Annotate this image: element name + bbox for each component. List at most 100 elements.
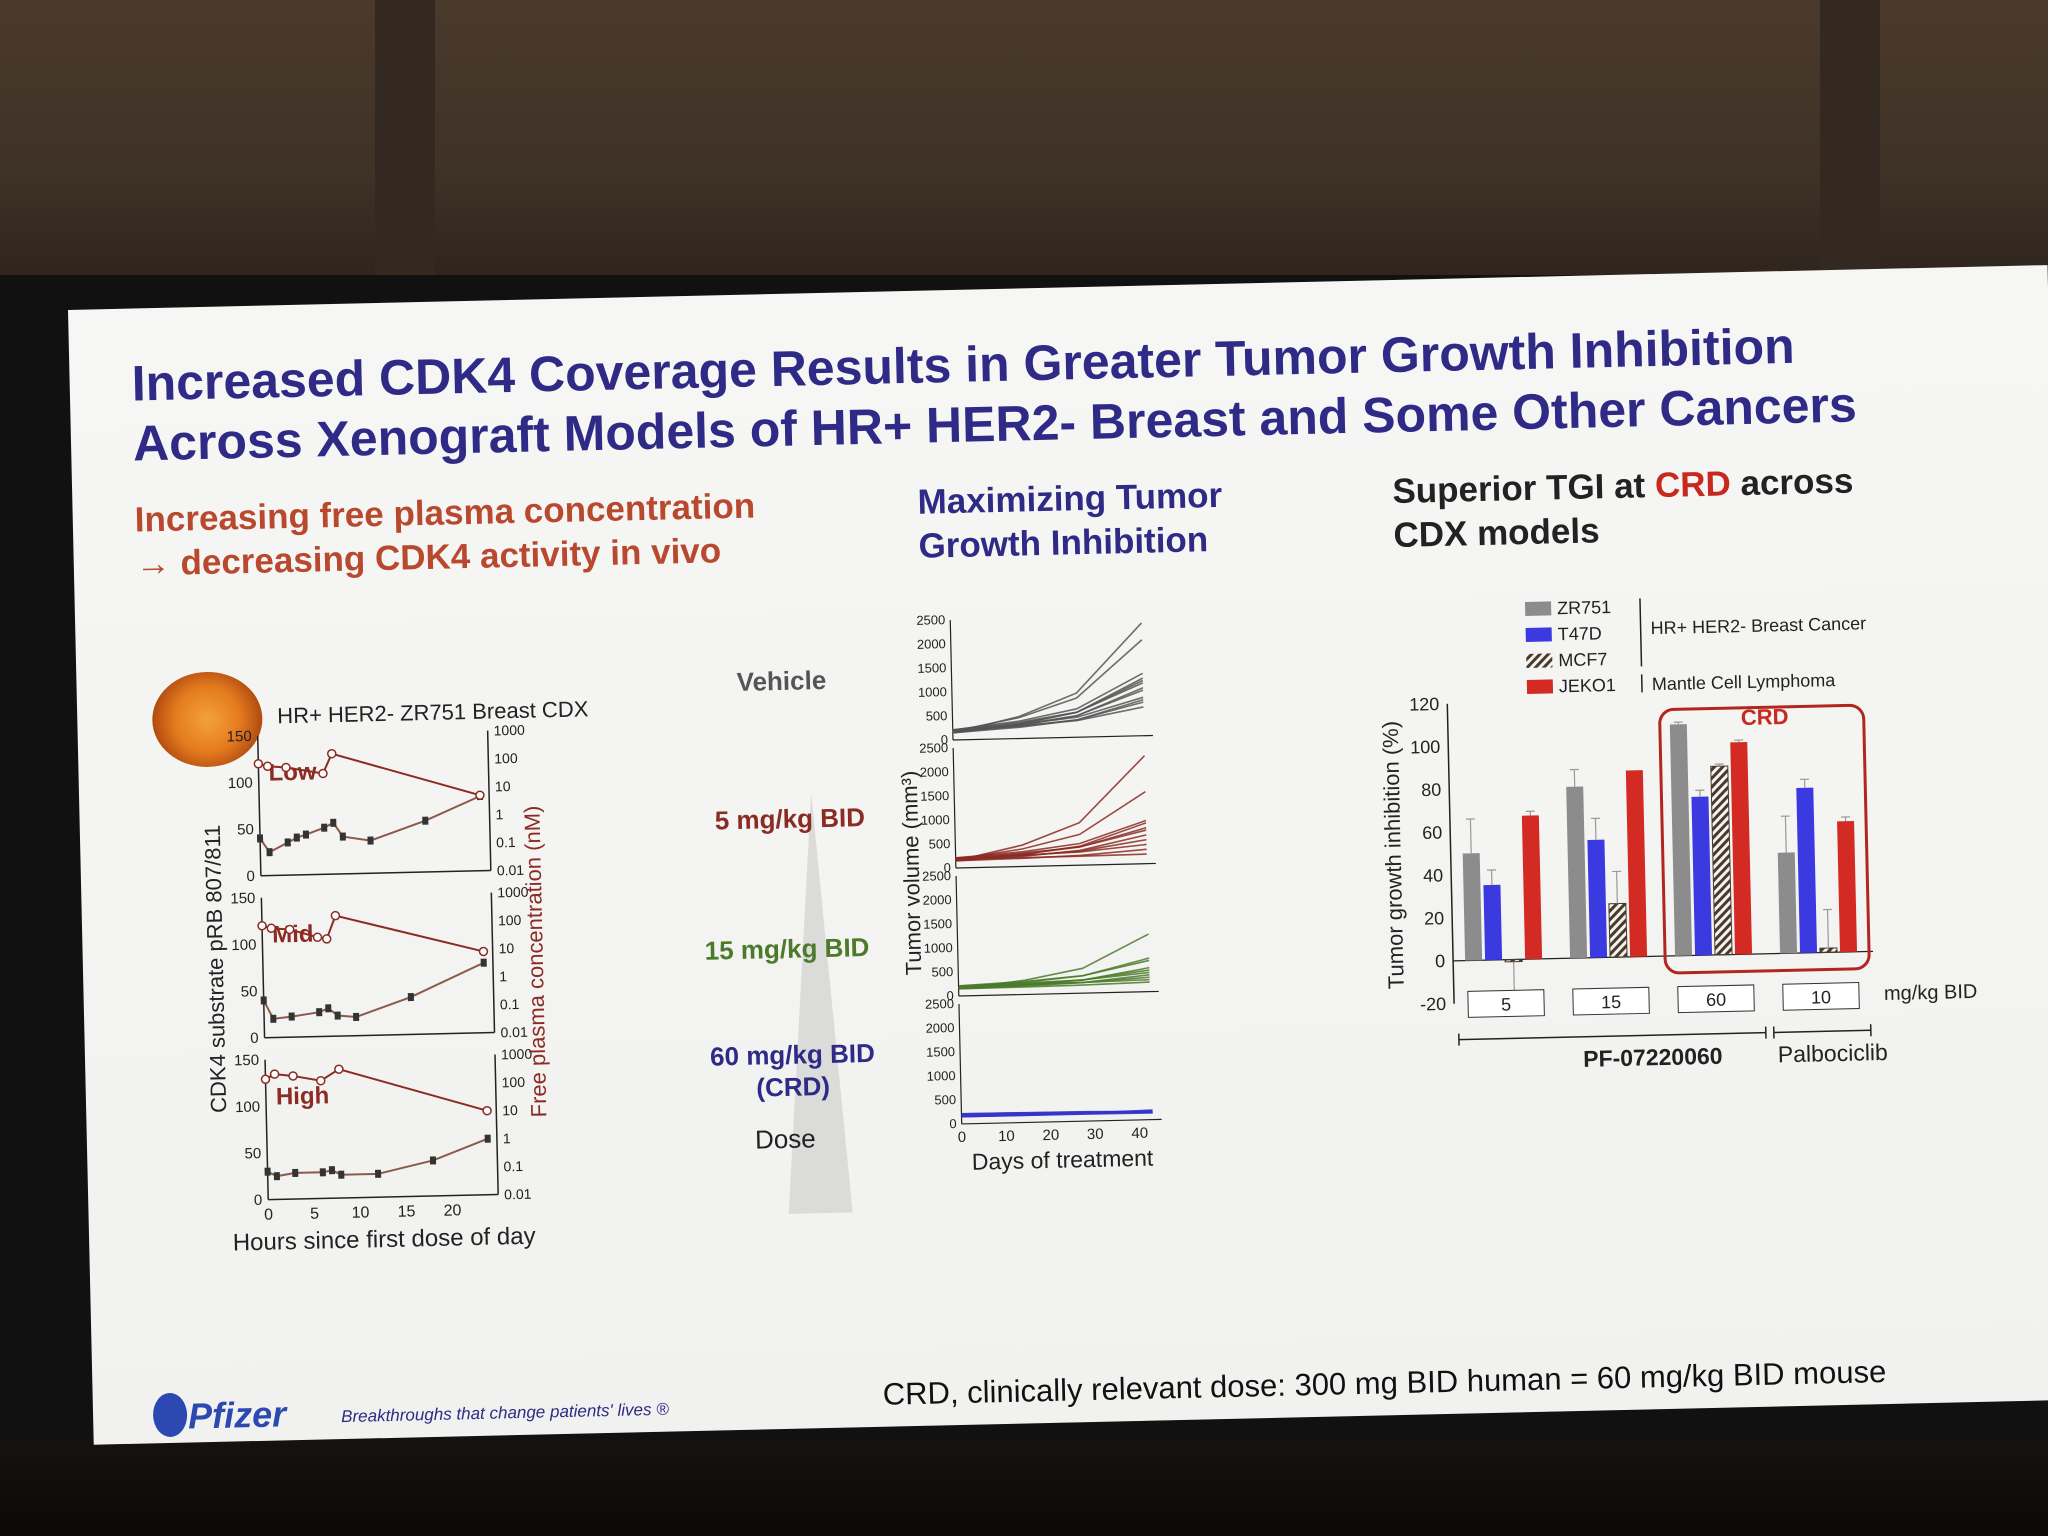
tgi-bar-mcf7: [1710, 765, 1733, 956]
dose-label-60: 60 mg/kg BID (CRD): [710, 1037, 876, 1105]
tumor-x-tick-label: 40: [1131, 1125, 1148, 1142]
tumor-x-axis: [955, 862, 1156, 869]
pkpd-prb-point: [367, 836, 374, 845]
pkpd-x-tick-label: 10: [351, 1204, 369, 1221]
tgi-error-bar: [1513, 961, 1515, 994]
tumor-y-tick-label: 1000: [924, 940, 953, 956]
pkpd-conc-point: [334, 1064, 344, 1074]
tgi-y-tick-label: 20: [1424, 908, 1444, 928]
pkpd-right-tick-label: 1000: [497, 884, 529, 901]
pkpd-prb-point: [484, 1134, 491, 1143]
pkpd-conc-point: [330, 910, 341, 921]
tumor-line-2: [958, 978, 1150, 987]
pkpd-conc-point: [312, 932, 323, 943]
pkpd-prb-point: [480, 958, 487, 967]
pfizer-tagline: Breakthroughs that change patients' live…: [340, 1399, 669, 1427]
tgi-y-tick-label: 0: [1435, 951, 1445, 971]
pkpd-right-tick-label: 0.01: [504, 1186, 532, 1203]
tgi-legend-swatch: [1526, 679, 1554, 694]
room-pillar: [1820, 0, 1880, 290]
room-background: [0, 0, 2048, 300]
tumor-y-tick-label: 2000: [925, 1020, 954, 1036]
tgi-zero-line: [1453, 950, 1874, 962]
pkpd-left-tick-label: 50: [241, 983, 258, 1000]
pkpd-right-tick-label: 100: [501, 1074, 525, 1091]
tumor-y-tick-label: 1000: [927, 1068, 956, 1084]
pkpd-conc-point: [288, 1071, 298, 1081]
tgi-y-tick-label: 120: [1409, 694, 1439, 715]
pkpd-prb-point: [302, 830, 310, 839]
tgi-dose-box: [1467, 989, 1545, 1018]
pkpd-prb-point: [325, 1004, 332, 1013]
pkpd-x-tick-label: 15: [397, 1203, 415, 1220]
pkpd-prb-point: [321, 823, 328, 832]
tumor-y-tick-label: 2500: [916, 612, 945, 628]
tumor-y-tick-label: 2500: [925, 996, 954, 1012]
pkpd-panel-label: Low: [268, 758, 317, 786]
tumor-line-3: [961, 1111, 1153, 1115]
tumor-x-axis: [958, 990, 1159, 997]
tumor-line-0: [952, 706, 1144, 731]
tumor-x-tick-label: 0: [958, 1129, 967, 1146]
tumor-y-tick-label: 0: [946, 988, 954, 1003]
tumor-y-tick-label: 1500: [917, 660, 946, 676]
pkpd-prb-point: [256, 834, 264, 843]
pkpd-prb-point: [260, 996, 267, 1005]
tumor-line-0: [952, 639, 1143, 733]
pkpd-right-tick-label: 10: [495, 778, 511, 794]
pkpd-conc-point: [316, 1075, 326, 1086]
tumor-y-tick-label: 500: [931, 964, 953, 979]
tgi-crd-box: [1658, 703, 1871, 975]
tumor-y-tick-label: 500: [934, 1092, 956, 1107]
pkpd-prb-point: [339, 832, 346, 841]
tgi-bracket-label: PF-07220060: [1583, 1043, 1723, 1072]
pkpd-left-tick-label: 50: [244, 1145, 261, 1162]
mid-subtitle-line1: Maximizing Tumor: [917, 475, 1223, 522]
pkpd-right-tick-label: 0.01: [497, 862, 525, 879]
right-subtitle-part: Superior TGI at: [1392, 466, 1656, 511]
pkpd-right-tick-label: 0.1: [500, 996, 520, 1012]
tgi-bar-mcf7: [1504, 958, 1523, 963]
slide-title: Increased CDK4 Coverage Results in Great…: [131, 311, 2013, 474]
tgi-error-bar: [1784, 816, 1787, 853]
tgi-bar-t47d: [1691, 796, 1713, 956]
tgi-bracket-label: Palbociclib: [1778, 1039, 1889, 1067]
pkpd-prb-point: [293, 833, 300, 842]
tumor-line-1: [955, 791, 1146, 861]
tgi-crd-label: CRD: [1741, 704, 1789, 730]
tgi-legend-label: T47D: [1558, 623, 1602, 644]
pkpd-conc-point: [284, 924, 295, 935]
tumor-volume-chart: 0500100015002000250005001000150020002500…: [897, 612, 1162, 1175]
tgi-dose-box: [1782, 982, 1860, 1011]
tumor-y-tick-label: 2500: [922, 868, 951, 884]
pkpd-x-tick-label: 5: [310, 1206, 319, 1223]
pkpd-x-axis: [264, 1031, 495, 1039]
tgi-unit-label: mg/kg BID: [1884, 981, 1978, 1005]
pkpd-left-tick-label: 0: [250, 1030, 259, 1047]
pkpd-right-axis: [490, 892, 496, 1033]
tumor-y-axis: [952, 748, 957, 869]
tumor-y-tick-label: 0: [943, 860, 951, 875]
pkpd-right-axis: [494, 1054, 499, 1195]
tumor-y-axis: [958, 1003, 963, 1124]
tumor-y-axis: [949, 620, 954, 741]
tumor-x-axis: [961, 1118, 1162, 1125]
pkpd-right-tick-label: 1: [503, 1130, 511, 1146]
left-panel-subtitle: Increasing free plasma concentration → d…: [134, 484, 756, 586]
pkpd-right-tick-label: 1000: [493, 722, 525, 739]
pkpd-right-tick-label: 10: [502, 1102, 518, 1118]
middle-panel-subtitle: Maximizing Tumor Growth Inhibition: [917, 474, 1224, 569]
tgi-bar-jeko1: [1625, 770, 1648, 957]
pkpd-prb-point: [328, 1166, 336, 1175]
tumor-y-tick-label: 500: [926, 708, 948, 723]
pkpd-prb-point: [319, 1168, 326, 1177]
pkpd-left-tick-label: 150: [230, 890, 255, 908]
tumor-y-tick-label: 2000: [920, 764, 949, 780]
pkpd-right-tick-label: 100: [498, 912, 522, 929]
tgi-y-axis-label: Tumor growth inhibition (%): [1378, 721, 1409, 990]
pkpd-conc-point: [269, 1069, 280, 1079]
pkpd-prb-point: [353, 1012, 360, 1022]
tgi-bar-jeko1: [1521, 815, 1543, 960]
model-label: HR+ HER2- ZR751 Breast CDX: [276, 696, 589, 729]
tgi-dose-label: 5: [1501, 994, 1511, 1014]
